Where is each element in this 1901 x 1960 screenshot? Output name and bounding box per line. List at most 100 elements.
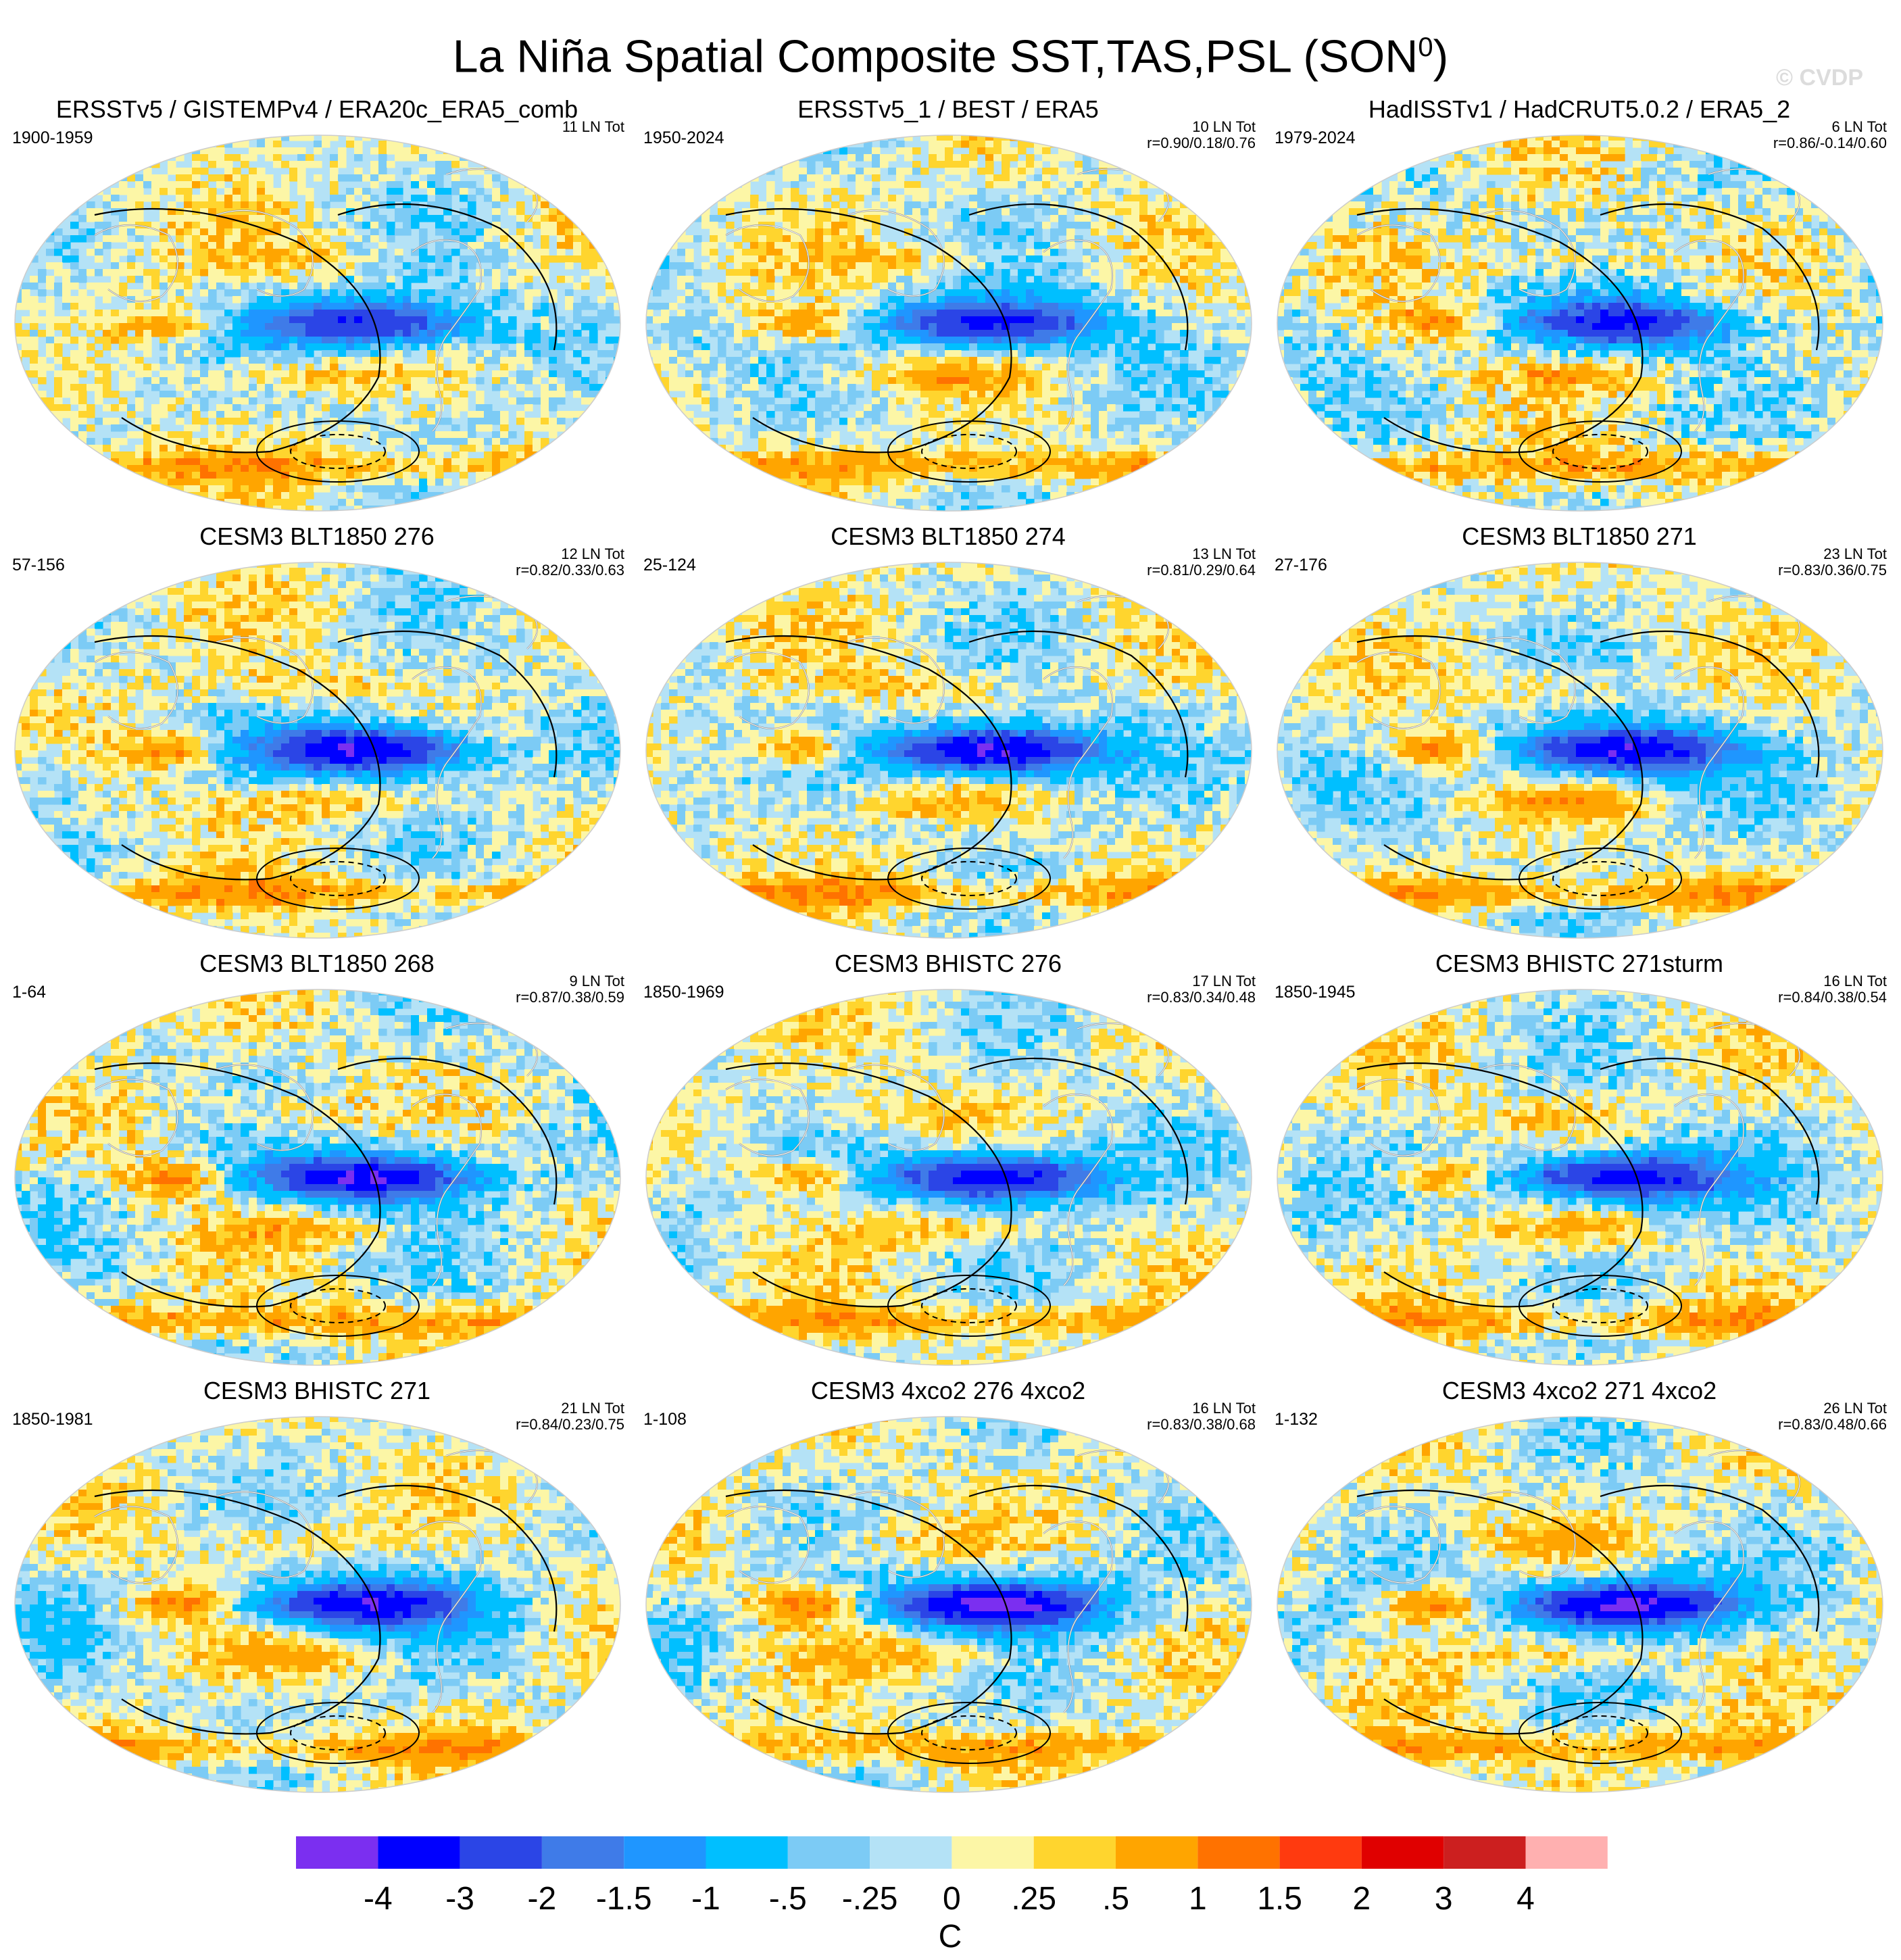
panel-title: ERSSTv5_1 / BEST / ERA5 — [631, 95, 1265, 124]
coastline-highlight — [412, 666, 482, 859]
colorbar-tick-label: -1.5 — [596, 1881, 652, 1917]
colorbar-tick-label: 1.5 — [1257, 1881, 1302, 1917]
map-border — [645, 1416, 1252, 1793]
panel-correlation: r=0.84/0.38/0.54 — [1778, 989, 1887, 1006]
colorbar-swatch — [541, 1836, 624, 1869]
panel-count: 17 LN Tot — [1147, 973, 1256, 989]
map-border — [14, 1416, 621, 1793]
colorbar-swatch — [787, 1836, 870, 1869]
psl-contour — [256, 420, 420, 483]
panel-title: CESM3 4xco2 276 4xco2 — [631, 1376, 1265, 1406]
panel-title: CESM3 BHISTC 271sturm — [1262, 949, 1896, 979]
coastline-highlight — [725, 224, 810, 302]
panel-years: 1850-1945 — [1275, 983, 1356, 1002]
panel-years: 1-108 — [643, 1410, 687, 1429]
colorbar-units: C — [937, 1918, 964, 1955]
figure-title: La Niña Spatial Composite SST,TAS,PSL (S… — [0, 20, 1901, 84]
map-panel: CESM3 BLT1850 271 27-176 23 LN Tot r=0.83/0… — [1262, 522, 1896, 954]
panel-title: CESM3 BLT1850 268 — [0, 949, 634, 979]
psl-contour-negative — [1552, 434, 1648, 469]
panel-count: 10 LN Tot — [1147, 119, 1256, 135]
psl-contour — [887, 1275, 1051, 1337]
map-border — [1277, 134, 1883, 512]
map-border — [1277, 989, 1883, 1366]
world-map — [645, 562, 1252, 939]
panel-title: CESM3 4xco2 271 4xco2 — [1262, 1376, 1896, 1406]
psl-contour — [337, 630, 558, 778]
psl-contour — [725, 1489, 1012, 1735]
coastline-highlight — [1356, 652, 1441, 729]
panel-correlation: r=0.81/0.29/0.64 — [1147, 562, 1256, 579]
coastline-highlight — [847, 637, 945, 724]
coastline-highlight — [847, 210, 945, 297]
psl-contour — [1519, 1275, 1682, 1337]
psl-contour — [887, 420, 1051, 483]
psl-contour — [1600, 630, 1820, 778]
coastline-highlight — [412, 239, 482, 432]
map-border — [14, 134, 621, 512]
panel-count: 16 LN Tot — [1778, 973, 1887, 989]
colorbar-tick-label: -.5 — [769, 1881, 807, 1917]
psl-contour-negative — [290, 434, 386, 469]
psl-contour — [725, 635, 1012, 881]
coastline-highlight — [412, 1094, 482, 1286]
colorbar-tick-label: -.25 — [842, 1881, 898, 1917]
panel-stats: 21 LN Tot r=0.84/0.23/0.75 — [516, 1400, 624, 1433]
panel-correlation: r=0.87/0.38/0.59 — [516, 989, 624, 1006]
panel-stats: 13 LN Tot r=0.81/0.29/0.64 — [1147, 546, 1256, 579]
colorbar-tick-label: 3 — [1435, 1881, 1453, 1917]
colorbar-swatch — [296, 1836, 378, 1869]
colorbar-tick-label: 4 — [1516, 1881, 1535, 1917]
colorbar-tick-label: 1 — [1189, 1881, 1207, 1917]
panel-title: CESM3 BHISTC 271 — [0, 1376, 634, 1406]
panel-count: 11 LN Tot — [562, 119, 624, 135]
panel-count: 21 LN Tot — [516, 1400, 624, 1417]
world-map — [1277, 1416, 1883, 1793]
panel-title: CESM3 BHISTC 276 — [631, 949, 1265, 979]
psl-contour — [1356, 1062, 1644, 1308]
panel-count: 26 LN Tot — [1778, 1400, 1887, 1417]
psl-contour — [337, 1057, 558, 1205]
psl-contour — [1356, 207, 1644, 454]
map-border — [645, 134, 1252, 512]
psl-contour-negative — [290, 861, 386, 896]
coastline-highlight — [94, 1079, 178, 1156]
panel-count: 6 LN Tot — [1773, 119, 1887, 135]
colorbar-swatch — [1198, 1836, 1280, 1869]
coastline-highlight — [216, 210, 314, 297]
coastline-highlight — [1043, 1521, 1113, 1713]
coastline-highlight — [216, 637, 314, 724]
world-map — [14, 1416, 621, 1793]
world-map — [645, 989, 1252, 1366]
coastline-highlight — [1478, 637, 1576, 724]
colorbar-tick-label: -3 — [445, 1881, 474, 1917]
colorbar-tick-label: .25 — [1011, 1881, 1056, 1917]
psl-contour — [94, 1489, 381, 1735]
psl-contour — [1519, 1702, 1682, 1764]
panel-years: 25-124 — [643, 556, 696, 575]
coastline-highlight — [94, 1506, 178, 1584]
colorbar-swatch — [870, 1836, 952, 1869]
psl-contour — [337, 203, 558, 351]
coastline-highlight — [94, 224, 178, 302]
map-panel: CESM3 4xco2 271 4xco2 1-132 26 LN Tot r=0.8… — [1262, 1376, 1896, 1809]
psl-contour-negative — [921, 861, 1017, 896]
panel-count: 9 LN Tot — [516, 973, 624, 989]
panel-years: 1850-1969 — [643, 983, 724, 1002]
coastline-highlight — [1674, 239, 1744, 432]
psl-contour — [968, 203, 1189, 351]
world-map — [14, 989, 621, 1366]
panel-correlation: r=0.82/0.33/0.63 — [516, 562, 624, 579]
panel-years: 57-156 — [12, 556, 65, 575]
map-panel: CESM3 BHISTC 271 1850-1981 21 LN Tot r=0.84… — [0, 1376, 634, 1809]
coastline-highlight — [216, 1491, 314, 1578]
panel-count: 12 LN Tot — [516, 546, 624, 562]
colorbar-swatch — [706, 1836, 788, 1869]
coastline-highlight — [725, 1506, 810, 1584]
panel-correlation: r=0.83/0.34/0.48 — [1147, 989, 1256, 1006]
map-panel: CESM3 BLT1850 268 1-64 9 LN Tot r=0.87/0.38… — [0, 949, 634, 1381]
panel-correlation: r=0.83/0.38/0.68 — [1147, 1417, 1256, 1433]
psl-contour-negative — [921, 1288, 1017, 1323]
map-panel: CESM3 BHISTC 276 1850-1969 17 LN Tot r=0.83… — [631, 949, 1265, 1381]
panel-correlation: r=0.83/0.36/0.75 — [1778, 562, 1887, 579]
